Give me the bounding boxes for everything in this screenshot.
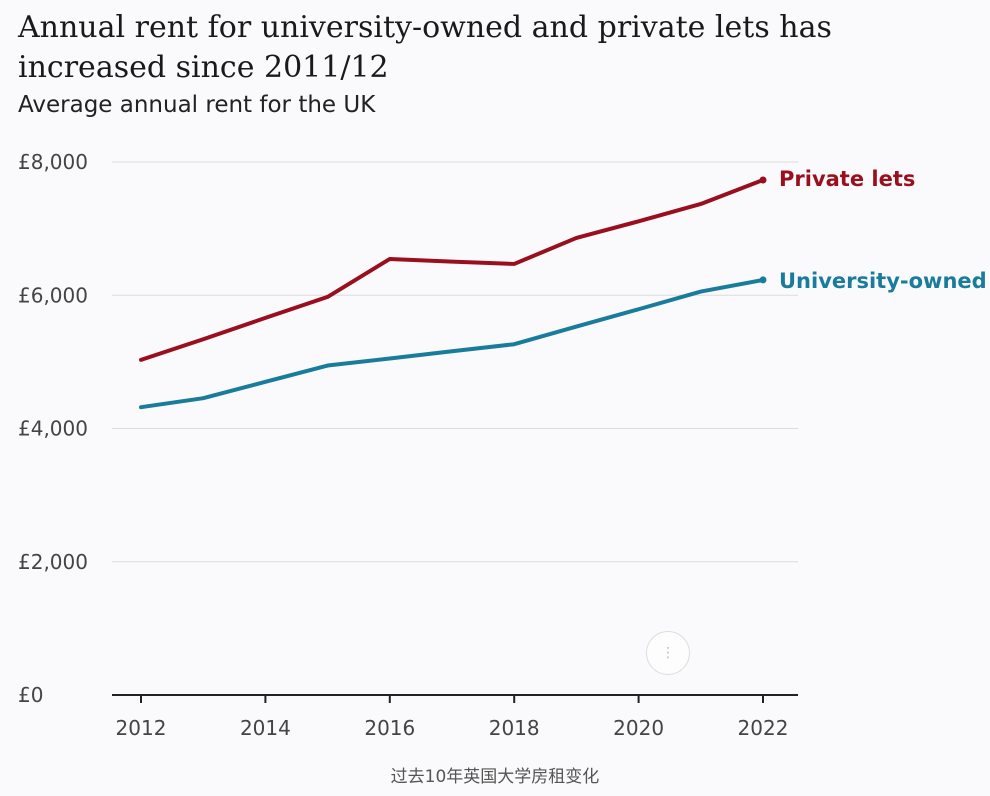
x-tick-label: 2012 — [116, 716, 167, 740]
series-end-marker — [759, 176, 767, 184]
series-label: Private lets — [779, 167, 915, 191]
scroll-indicator-icon[interactable]: ⋮ — [646, 631, 690, 675]
chart-subtitle: Average annual rent for the UK — [18, 92, 376, 118]
x-tick-label: 2014 — [240, 716, 291, 740]
x-tick-label: 2018 — [489, 716, 540, 740]
series-line-university-owned — [139, 277, 765, 410]
y-tick-label: £0 — [18, 683, 43, 707]
x-tick-label: 2022 — [738, 716, 789, 740]
series-label: University-owned — [779, 269, 987, 293]
chart-title: Annual rent for university-owned and pri… — [18, 10, 832, 85]
x-tick-label: 2020 — [613, 716, 664, 740]
y-tick-label: £2,000 — [18, 550, 88, 574]
y-tick-label: £4,000 — [18, 417, 88, 441]
series-line-private-lets — [139, 177, 765, 362]
y-tick-label: £6,000 — [18, 283, 88, 307]
series-end-marker — [759, 276, 767, 284]
x-tick-label: 2016 — [364, 716, 415, 740]
y-tick-label: £8,000 — [18, 150, 88, 174]
image-caption: 过去10年英国大学房租变化 — [390, 767, 600, 787]
